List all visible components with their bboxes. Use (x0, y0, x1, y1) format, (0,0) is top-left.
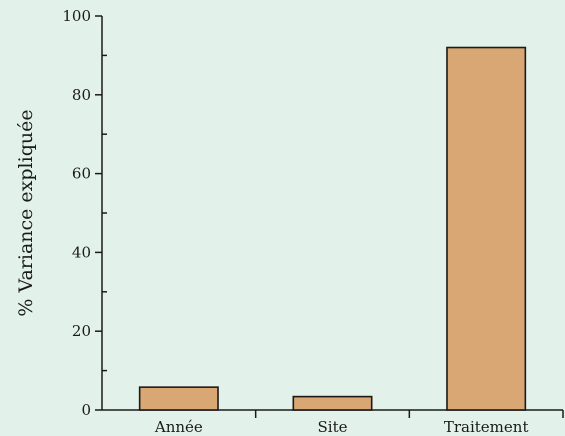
y-tick-label: 0 (81, 401, 91, 419)
x-ticks (254, 410, 564, 418)
y-tick-label: 20 (72, 322, 91, 340)
y-ticks: 0 20 40 60 80 100 (62, 7, 107, 419)
category-labels: Année Site Traitement (154, 418, 529, 436)
bar-site (292, 395, 373, 411)
y-tick-label: 80 (72, 86, 91, 104)
bar-traitement (446, 46, 527, 411)
bar-annee (138, 386, 219, 411)
y-tick-label: 100 (62, 7, 91, 25)
bars (138, 46, 527, 411)
y-tick-label: 60 (72, 165, 91, 183)
x-category-label: Traitement (444, 418, 529, 436)
x-category-label: Site (318, 418, 348, 436)
x-category-label: Année (154, 418, 203, 436)
y-axis-title: % Variance expliquée (15, 109, 37, 316)
y-tick-label: 40 (72, 243, 91, 261)
